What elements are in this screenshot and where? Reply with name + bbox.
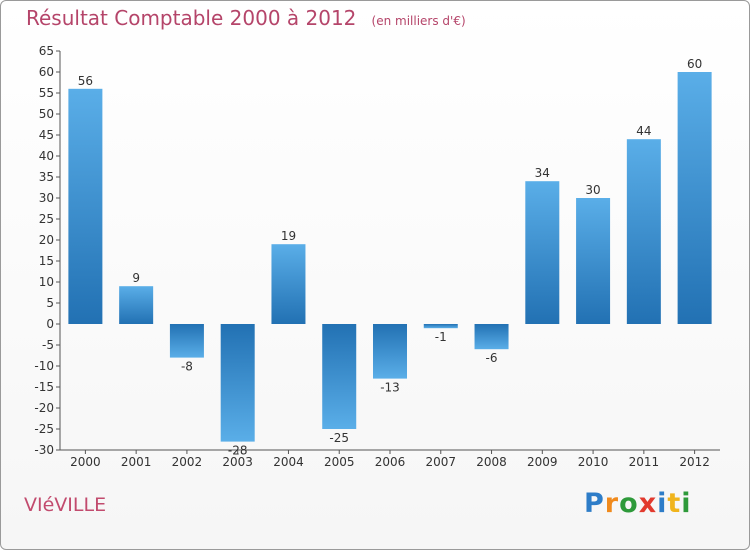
y-tick-label: 5 (46, 296, 54, 310)
data-labels-group: 56 9 -8 -28 19 -25 -13 -1 -6 34 30 44 60 (78, 57, 703, 458)
bar-2009 (525, 181, 560, 324)
data-label: 30 (585, 183, 600, 197)
x-tick-label: 2004 (273, 455, 304, 469)
y-tick-label: 20 (39, 233, 54, 247)
x-tick-label: 2000 (70, 455, 101, 469)
y-tick-label: 60 (39, 65, 54, 79)
x-tick-label: 2007 (425, 455, 456, 469)
logo-letter: x (638, 488, 658, 519)
y-tick-label: 55 (39, 86, 54, 100)
bar-2011 (626, 139, 661, 324)
logo-letter: i (681, 488, 692, 519)
y-tick-label: -20 (34, 401, 54, 415)
data-label: 56 (78, 74, 93, 88)
data-label: 9 (132, 271, 140, 285)
logo-letter: o (619, 488, 639, 519)
bar-2000 (68, 88, 103, 324)
y-tick-label: 65 (39, 44, 54, 58)
axes: 65605550454035302520151050-5-10-15-20-25… (34, 44, 720, 469)
x-tick-label: 2010 (578, 455, 609, 469)
y-tick-label: 25 (39, 212, 54, 226)
data-label: 44 (636, 124, 651, 138)
data-label: 34 (535, 166, 550, 180)
x-tick-label: 2008 (476, 455, 507, 469)
x-tick-label: 2002 (172, 455, 203, 469)
x-tick-label: 2012 (679, 455, 710, 469)
bar-2008 (474, 324, 509, 350)
data-label: -13 (380, 381, 400, 395)
bar-2006 (373, 324, 407, 379)
data-label: 19 (281, 229, 296, 243)
x-tick-label: 2006 (375, 455, 406, 469)
x-tick-label: 2001 (121, 455, 152, 469)
y-tick-label: 30 (39, 191, 54, 205)
bar-2012 (677, 72, 712, 324)
bar-2007 (423, 324, 458, 329)
y-tick-label: -15 (34, 380, 54, 394)
x-tick-label: 2003 (222, 455, 253, 469)
data-label: -28 (228, 444, 248, 458)
unit-label: (en milliers d'€) (371, 14, 466, 28)
bar-2005 (322, 324, 357, 429)
logo-letter: P (584, 488, 605, 519)
data-label: 60 (687, 57, 702, 71)
data-label: -25 (329, 431, 349, 445)
bar-2010 (576, 198, 611, 324)
x-tick-label: 2011 (629, 455, 660, 469)
proxiti-logo: Proxiti (584, 488, 692, 519)
logo-letter: t (667, 488, 682, 519)
data-label: -1 (435, 330, 447, 344)
y-tick-label: -5 (42, 338, 54, 352)
bar-2004 (271, 244, 306, 324)
commune-name: VIéVILLE (24, 494, 107, 516)
y-tick-label: 10 (39, 275, 54, 289)
y-tick-label: 35 (39, 170, 54, 184)
y-tick-label: -25 (34, 422, 54, 436)
bar-2003 (220, 324, 255, 442)
y-tick-label: 0 (46, 317, 54, 331)
bar-2002 (169, 324, 204, 358)
x-tick-label: 2005 (324, 455, 355, 469)
logo-letter: r (604, 488, 620, 519)
y-tick-label: 15 (39, 254, 54, 268)
chart-title: Résultat Comptable 2000 à 2012 (26, 6, 357, 30)
data-label: -8 (181, 360, 193, 374)
bar-2001 (119, 286, 154, 324)
data-label: -6 (486, 351, 498, 365)
bars-group (68, 72, 712, 442)
y-tick-label: -30 (34, 443, 54, 457)
y-tick-label: -10 (34, 359, 54, 373)
y-tick-label: 45 (39, 128, 54, 142)
chart-title-block: Résultat Comptable 2000 à 2012 (en milli… (26, 6, 466, 30)
x-tick-label: 2009 (527, 455, 558, 469)
logo-letter: i (657, 488, 668, 519)
y-tick-label: 50 (39, 107, 54, 121)
y-tick-label: 40 (39, 149, 54, 163)
